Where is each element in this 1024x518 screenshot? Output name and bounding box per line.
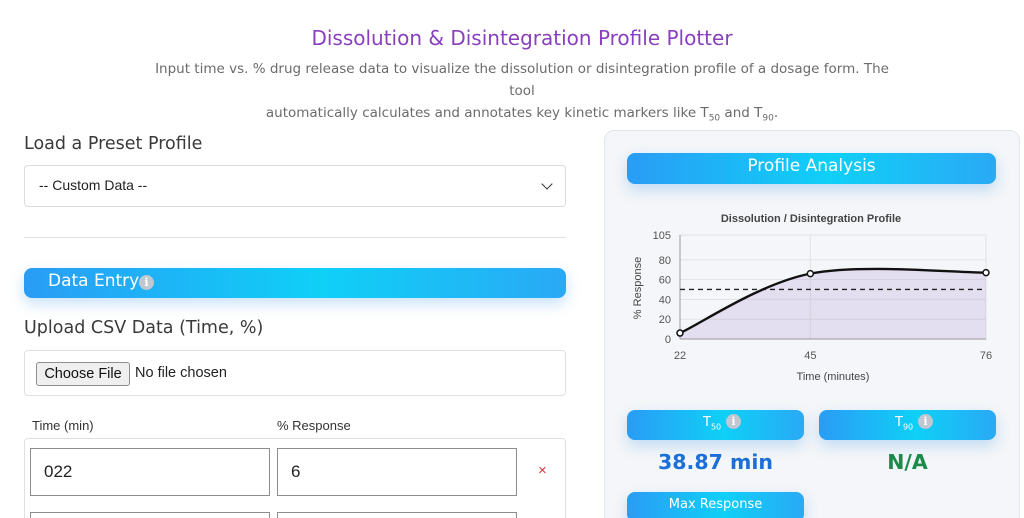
chart-title: Dissolution / Disintegration Profile — [721, 213, 901, 225]
data-entry-title: Data Entry — [48, 271, 140, 291]
max-response-header: Max Response — [627, 492, 804, 518]
analysis-panel — [604, 130, 1020, 518]
t50-value: 38.87 min — [658, 450, 773, 474]
y-tick-label: 20 — [659, 314, 671, 326]
preset-select[interactable]: -- Custom Data -- — [24, 165, 566, 207]
data-entry-header: Data Entry i — [24, 268, 566, 298]
response-input[interactable]: 6 — [277, 448, 517, 496]
time-input[interactable]: 022 — [30, 448, 270, 496]
preset-selected-value: -- Custom Data -- — [39, 177, 148, 193]
analysis-header: Profile Analysis — [627, 153, 996, 184]
info-icon[interactable]: i — [139, 275, 154, 290]
y-tick-label: 60 — [659, 275, 671, 287]
y-tick-label: 105 — [653, 230, 671, 242]
page-title: Dissolution & Disintegration Profile Plo… — [311, 26, 733, 50]
data-point — [806, 269, 815, 278]
preset-label: Load a Preset Profile — [24, 134, 203, 154]
y-axis-label: % Response — [632, 257, 644, 319]
response-input[interactable] — [277, 512, 517, 518]
series-fill — [680, 268, 986, 339]
y-tick-label: 0 — [665, 334, 671, 346]
x-tick-label: 22 — [674, 350, 686, 362]
chart-points — [676, 268, 990, 337]
data-point — [676, 329, 684, 337]
chart-x-ticks: 22 45 76 — [674, 350, 992, 362]
t90-header: T90 i — [819, 410, 996, 440]
info-icon[interactable]: i — [918, 414, 933, 429]
chevron-down-icon — [541, 178, 553, 190]
subtitle-sub-b: 90 — [762, 113, 774, 124]
section-divider — [24, 237, 566, 238]
t50-label-main: T — [703, 415, 711, 430]
t50-header: T50 i — [627, 410, 804, 440]
x-tick-label: 45 — [804, 350, 816, 362]
y-tick-label: 40 — [659, 294, 671, 306]
column-header-response: % Response — [277, 418, 351, 433]
subtitle-sub-a: 50 — [708, 113, 721, 124]
data-table: 022 6 × — [24, 438, 566, 518]
file-upload: Choose File No file chosen — [24, 350, 566, 396]
delete-row-icon[interactable]: × — [538, 462, 547, 479]
chart-y-ticks: 0 20 40 60 80 105 — [653, 230, 671, 346]
subtitle-line-2a: automatically calculates and annotates k… — [265, 105, 709, 121]
analysis-title: Profile Analysis — [747, 156, 876, 176]
info-icon[interactable]: i — [726, 414, 741, 429]
t50-label-sub: 50 — [710, 422, 722, 432]
column-header-time: Time (min) — [32, 418, 94, 433]
t90-label-main: T — [895, 415, 903, 430]
t50-label: T50 — [703, 415, 721, 432]
file-status: No file chosen — [135, 365, 227, 381]
subtitle-line-1: Input time vs. % drug release data to vi… — [155, 61, 889, 99]
profile-chart: Dissolution / Disintegration Profile 0 20… — [632, 213, 992, 383]
chart-grid — [679, 234, 987, 340]
upload-label: Upload CSV Data (Time, %) — [24, 318, 264, 338]
x-tick-label: 76 — [980, 350, 992, 362]
t90-label: T90 — [895, 415, 913, 432]
subtitle-line-2c: . — [773, 105, 779, 121]
y-tick-label: 80 — [659, 255, 671, 267]
x-axis-label: Time (minutes) — [797, 371, 870, 383]
t90-value: N/A — [887, 450, 928, 474]
page-subtitle: Input time vs. % drug release data to vi… — [150, 58, 894, 130]
subtitle-line-2b: and T — [720, 105, 763, 121]
data-point — [982, 268, 990, 277]
max-response-label: Max Response — [668, 497, 763, 512]
time-input[interactable] — [30, 512, 270, 518]
chart-area — [680, 268, 986, 339]
choose-file-button[interactable]: Choose File — [36, 362, 130, 386]
t90-label-sub: 90 — [902, 422, 914, 432]
